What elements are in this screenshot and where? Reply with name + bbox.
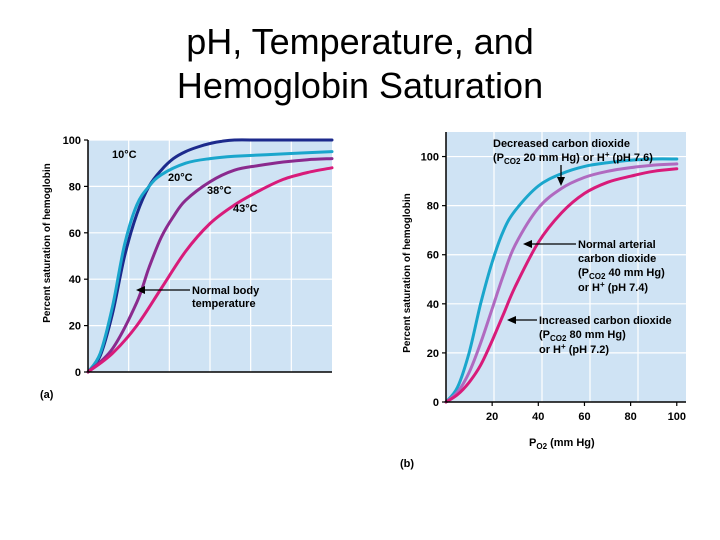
increased-co2-label-line-3: or H+ (pH 7.2) [539,342,609,356]
curve-series-2 [444,162,679,404]
decreased-co2-label-line-2: (PCO2 20 mm Hg) or H+ (pH 7.6) [493,150,653,166]
decreased-co2-arrowhead [557,177,565,186]
panel-b-y-ticks: 100 80 60 40 20 0 [421,152,446,409]
panel-b: 100 80 60 40 20 0 20 40 60 80 100 Percent saturat… [400,132,686,470]
y-tick-label: 80 [427,201,439,213]
normal-body-temp-label-line-2: temperature [192,298,256,310]
normal-co2-label-line-3: (PCO2 40 mm Hg) [578,267,665,281]
panel-a: 100 80 60 40 20 0 Percent saturation of hemog… [40,135,334,401]
panel-b-x-axis-label-subscript: O2 [536,442,547,451]
increased-co2-label-line-1: Increased carbon dioxide [539,315,672,327]
y-tick-label: 0 [75,367,81,379]
y-tick-label: 100 [63,135,81,147]
x-tick-label: 80 [624,411,636,423]
panel-b-curves [444,157,679,404]
y-tick-label: 20 [69,321,81,333]
panel-b-y-axis-label: Percent saturation of hemoglobin [402,193,413,352]
curve-series-3 [86,157,334,374]
normal-body-temp-arrowhead [136,286,145,294]
x-tick-label: 40 [532,411,544,423]
y-tick-label: 20 [427,348,439,360]
y-tick-label: 60 [427,250,439,262]
label-43c: 43°C [233,203,258,215]
curve-series-2 [86,150,334,374]
normal-co2-arrowhead [523,240,532,248]
y-tick-label: 80 [69,181,81,193]
curve-series-4 [86,166,334,374]
panel-a-y-axis-label: Percent saturation of hemoglobin [42,163,53,322]
curve-series-3 [444,167,679,404]
y-tick-label: 100 [421,152,439,164]
panel-a-label: (a) [40,389,54,401]
curve-series-1 [86,138,334,374]
curve-series-1 [444,157,679,404]
panel-a-y-ticks: 100 80 60 40 20 0 [63,135,88,379]
panel-b-label: (b) [400,458,414,470]
normal-body-temp-label-line-1: Normal body [192,285,260,297]
normal-co2-label-line-1: Normal arterial [578,239,656,251]
increased-co2-arrowhead [507,316,516,324]
slide-title-line-1: pH, Temperature, and [186,21,534,62]
y-tick-label: 0 [433,397,439,409]
panel-a-curves [86,138,334,374]
normal-co2-label-line-4: or H+ (pH 7.4) [578,280,648,294]
y-tick-label: 60 [69,228,81,240]
panel-b-x-ticks: 20 40 60 80 100 [486,402,686,423]
x-tick-label: 100 [668,411,686,423]
x-tick-label: 20 [486,411,498,423]
panel-a-grid [88,139,332,373]
normal-co2-label-line-2: carbon dioxide [578,253,656,265]
label-10c: 10°C [112,149,137,161]
decreased-co2-label-line-1: Decreased carbon dioxide [493,138,630,150]
slide-title: pH, Temperature, and Hemoglobin Saturati… [0,20,720,108]
slide-title-line-2: Hemoglobin Saturation [176,65,544,106]
increased-co2-label-line-2: (PCO2 80 mm Hg) [539,329,626,343]
panel-b-x-axis-label: PO2 (mm Hg) [529,437,595,451]
label-20c: 20°C [168,172,193,184]
y-tick-label: 40 [69,274,81,286]
label-38c: 38°C [207,185,232,197]
y-tick-label: 40 [427,299,439,311]
x-tick-label: 60 [578,411,590,423]
